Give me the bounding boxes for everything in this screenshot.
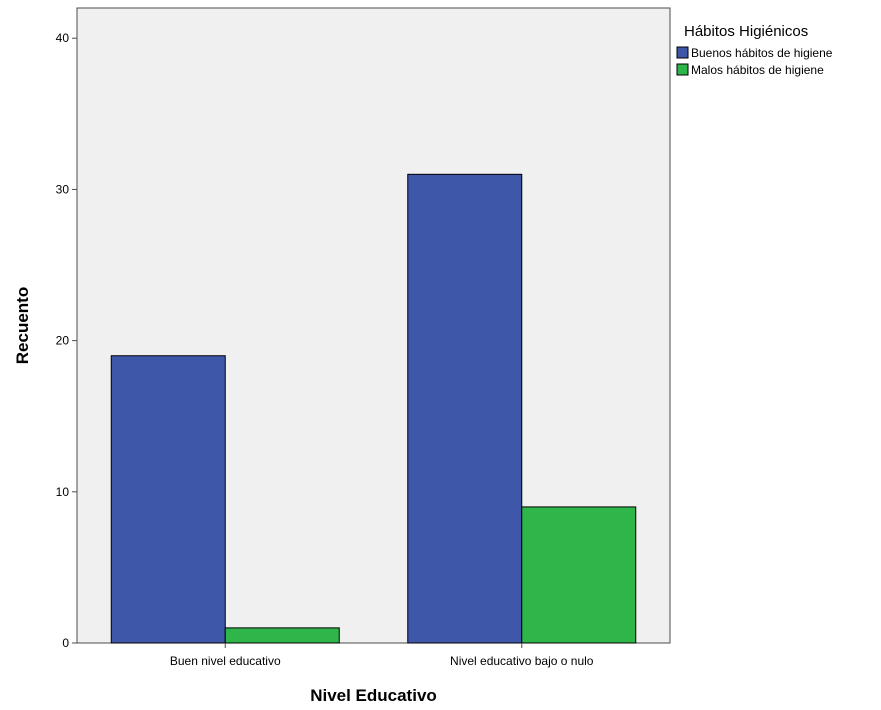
y-axis-title: Recuento xyxy=(13,287,32,364)
legend-label-malos: Malos hábitos de higiene xyxy=(691,63,824,77)
y-axis: 0 10 20 30 40 xyxy=(56,8,78,650)
bars-group xyxy=(110,173,637,644)
bar-buenos-1 xyxy=(110,355,226,644)
bar-buenos-2 xyxy=(407,173,523,644)
legend-label-buenos: Buenos hábitos de higiene xyxy=(691,46,833,60)
y-tick-label: 40 xyxy=(56,31,70,45)
legend-title: Hábitos Higiénicos xyxy=(684,23,808,40)
y-tick-label: 20 xyxy=(56,334,70,348)
legend: Hábitos Higiénicos Buenos hábitos de hig… xyxy=(676,23,833,77)
y-tick-label: 30 xyxy=(56,182,70,196)
x-axis-title: Nivel Educativo xyxy=(310,686,437,705)
x-axis: Buen nivel educativo Nivel educativo bajo… xyxy=(170,643,594,668)
x-tick-label: Nivel educativo bajo o nulo xyxy=(450,654,594,668)
y-tick-label: 0 xyxy=(62,636,69,650)
bar-malos-2 xyxy=(521,506,637,644)
y-tick-label: 10 xyxy=(56,485,70,499)
x-tick-label: Buen nivel educativo xyxy=(170,654,281,668)
legend-swatch-malos xyxy=(676,63,689,76)
legend-swatch-buenos xyxy=(676,46,689,59)
bar-malos-1 xyxy=(224,627,340,644)
